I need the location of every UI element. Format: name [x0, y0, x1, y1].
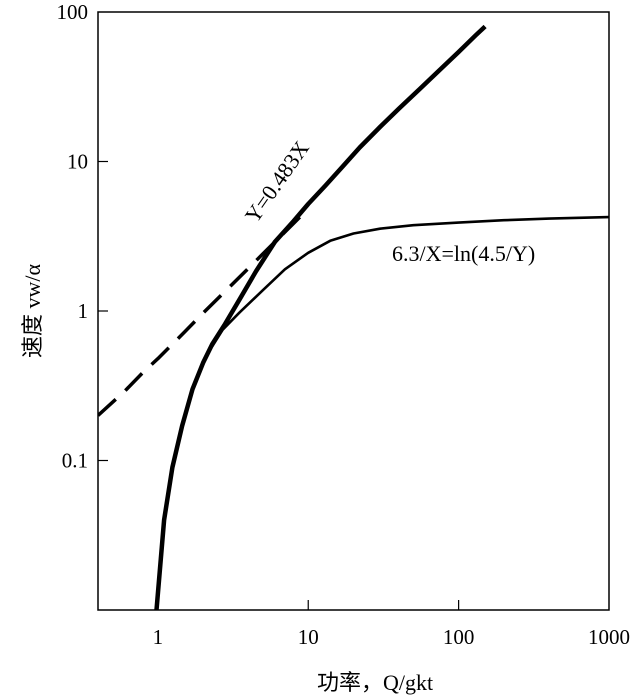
xlabel-text-content: 功率，Q/gkt: [317, 670, 433, 695]
annotation-saturation-curve-text: 6.3/X=ln(4.5/Y): [392, 241, 535, 266]
x-tick-label: 1: [153, 625, 164, 649]
ylabel-text-content: 速度 vw/α: [20, 264, 45, 359]
series-layer: [98, 24, 609, 610]
xlabel-text: 功率，Q/gkt: [317, 670, 433, 695]
series-line-saturation: [211, 215, 609, 348]
x-tick-label: 10: [298, 625, 319, 649]
series-line-linear-fit: [154, 24, 487, 610]
y-tick-label: 1: [78, 299, 89, 323]
plot-frame: [97, 11, 610, 611]
y-tick-label: 0.1: [62, 449, 88, 473]
annotation-saturation-curve: 6.3/X=ln(4.5/Y): [392, 241, 535, 266]
tick-layer: 1 10 100 1000 0.1 1 10 100: [57, 0, 631, 649]
y-tick-label: 100: [57, 0, 89, 24]
series-line-dashed-asymptote: [98, 207, 310, 417]
y-tick-label: 10: [67, 150, 88, 174]
ylabel-text: 速度 vw/α: [20, 264, 45, 359]
x-tick-label: 100: [443, 625, 475, 649]
x-tick-label: 1000: [588, 625, 630, 649]
